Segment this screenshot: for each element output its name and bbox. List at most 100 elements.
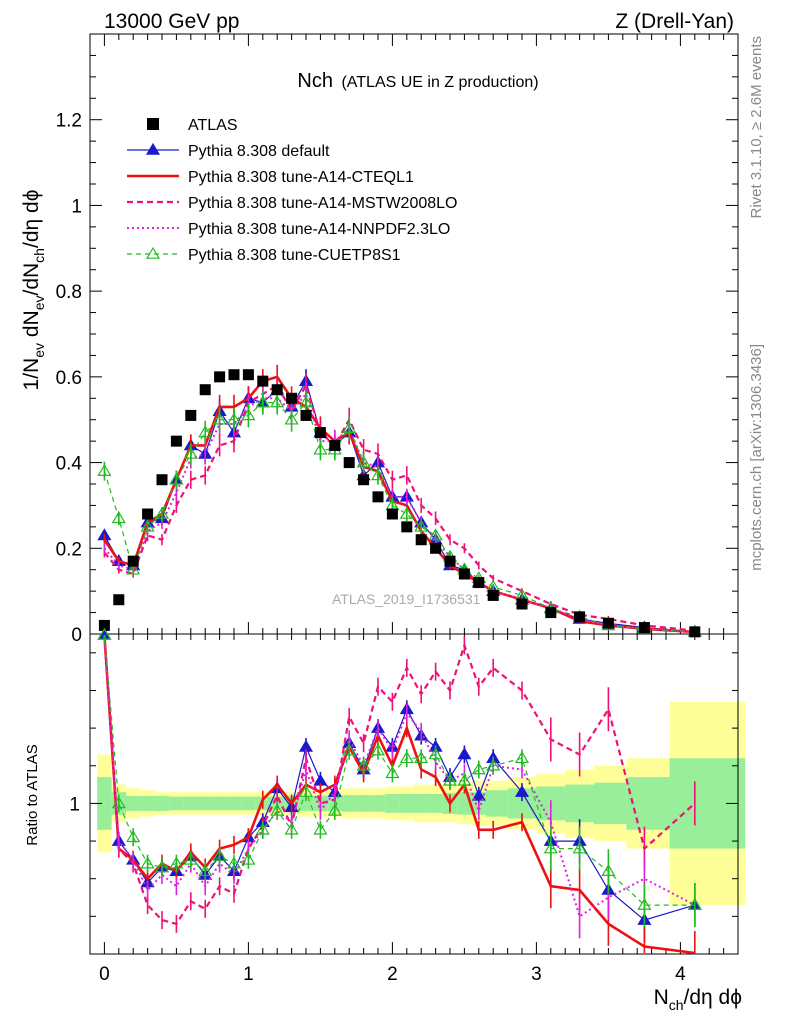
ratio-point-pythia-8-308-tune-cuetp8s1 — [154, 860, 170, 873]
ratio-band-green — [370, 795, 386, 812]
point-atlas — [271, 384, 283, 396]
y-tick-label: 0.8 — [56, 282, 82, 303]
point-pythia-8-308-tune-cuetp8s1 — [414, 519, 429, 532]
point-atlas — [156, 474, 168, 486]
point-atlas — [574, 611, 586, 623]
point-pythia-8-308-tune-cuetp8s1 — [255, 395, 270, 408]
ratio-point-pythia-8-308-tune-cuetp8s1 — [442, 773, 458, 786]
ratio-point-pythia-8-308-tune-cuetp8s1 — [284, 822, 299, 835]
point-atlas — [444, 555, 456, 567]
ratio-point-pythia-8-308-tune-cuetp8s1 — [126, 830, 141, 843]
point-atlas — [545, 607, 557, 619]
ratio-point-pythia-8-308-tune-cuetp8s1 — [428, 747, 443, 760]
x-tick-label: 4 — [675, 964, 686, 985]
point-pythia-8-308-tune-cuetp8s1 — [226, 412, 242, 425]
point-atlas — [386, 508, 398, 520]
point-atlas — [372, 491, 384, 503]
ratio-point-pythia-8-308-tune-cuetp8s1 — [198, 863, 213, 876]
ratio-point-pythia-8-308-default — [514, 784, 530, 797]
plot-title-main: Nch — [297, 70, 333, 92]
ratio-point-pythia-8-308-tune-cuetp8s1 — [687, 897, 702, 910]
x-axis-label: Nch/dη dϕ — [654, 986, 742, 1013]
legend-label: Pythia 8.308 tune-A14-CTEQL1 — [188, 169, 414, 186]
point-atlas — [127, 555, 139, 567]
legend-label: ATLAS — [188, 117, 238, 134]
ratio-point-pythia-8-308-tune-cuetp8s1 — [471, 762, 486, 775]
ratio-point-pythia-8-308-tune-cuetp8s1 — [486, 758, 501, 771]
ratio-band-green — [241, 796, 256, 811]
ratio-band-green — [414, 794, 429, 813]
ratio-point-pythia-8-308-tune-cuetp8s1 — [385, 766, 400, 779]
ratio-band-green — [226, 796, 242, 811]
legend-label: Pythia 8.308 tune-A14-MSTW2008LO — [188, 195, 457, 212]
point-atlas — [329, 439, 341, 451]
y-tick-label: 0.4 — [56, 454, 83, 475]
legend-label: Pythia 8.308 tune-A14-NNPDF2.3LO — [188, 221, 450, 238]
point-atlas — [286, 392, 298, 404]
ratio-band-green — [399, 794, 414, 813]
ratio-y-axis-label: Ratio to ATLAS — [24, 744, 41, 845]
ratio-tick-label: 1 — [69, 794, 80, 815]
side-label-rivet: Rivet 3.1.10, ≥ 2.6M events — [748, 36, 765, 219]
ratio-point-pythia-8-308-tune-cuetp8s1 — [342, 743, 357, 756]
point-pythia-8-308-tune-cuetp8s1 — [111, 511, 126, 524]
point-atlas — [358, 474, 370, 486]
point-pythia-8-308-tune-cuetp8s1 — [169, 472, 184, 485]
ratio-band-green — [154, 795, 170, 811]
point-atlas — [214, 371, 226, 383]
ratio-band-green — [565, 784, 594, 823]
point-pythia-8-308-tune-cuetp8s1 — [428, 528, 443, 541]
point-atlas — [343, 457, 355, 469]
ratio-point-pythia-8-308-tune-cuetp8s1 — [169, 856, 184, 869]
y-label-part: /dN — [20, 263, 43, 296]
x-tick-label: 0 — [99, 964, 110, 985]
ratio-point-pythia-8-308-default — [457, 747, 472, 760]
ratio-band-green — [342, 795, 357, 812]
ratio-point-pythia-8-308-tune-cuetp8s1 — [414, 751, 429, 764]
ratio-point-pythia-8-308-tune-cuetp8s1 — [97, 627, 112, 640]
analysis-watermark: ATLAS_2019_I1736531 — [332, 591, 481, 607]
point-atlas — [113, 594, 125, 606]
y-axis-label: 1/Nev dNev/dNch/dη dϕ — [20, 190, 47, 391]
ratio-point-pythia-8-308-tune-cuetp8s1 — [241, 852, 256, 865]
ratio-band-green — [356, 795, 371, 812]
ratio-band-green — [594, 782, 627, 825]
ratio-band-green — [385, 794, 400, 813]
ratio-line-pythia-8-308-tune-a14-nnpdf2-3lo — [103, 634, 696, 918]
point-pythia-8-308-tune-cuetp8s1 — [198, 425, 213, 438]
point-pythia-8-308-tune-cuetp8s1 — [370, 468, 386, 481]
point-atlas — [689, 626, 701, 638]
point-pythia-8-308-tune-cuetp8s1 — [298, 395, 314, 408]
ratio-point-pythia-8-308-tune-cuetp8s1 — [212, 848, 227, 861]
ratio-line-pythia-8-308-tune-cuetp8s1 — [103, 634, 695, 906]
ratio-band-green — [428, 794, 443, 813]
ratio-point-pythia-8-308-tune-cuetp8s1 — [111, 796, 126, 809]
ratio-point-pythia-8-308-tune-cuetp8s1 — [543, 841, 558, 854]
point-atlas — [185, 409, 197, 421]
point-atlas — [602, 617, 614, 629]
ratio-point-pythia-8-308-tune-cuetp8s1 — [514, 751, 530, 764]
ratio-band-green — [486, 790, 508, 817]
point-atlas — [430, 542, 442, 554]
point-atlas — [473, 577, 485, 589]
ratio-point-pythia-8-308-tune-cuetp8s1 — [399, 751, 414, 764]
plot-title-sub: (ATLAS UE in Z production) — [341, 74, 538, 91]
point-pythia-8-308-tune-cuetp8s1 — [284, 412, 299, 425]
point-atlas — [458, 568, 470, 580]
ratio-point-pythia-8-308-tune-cuetp8s1 — [601, 863, 616, 876]
ratio-plot-frame — [89, 633, 739, 955]
ratio-band-green — [126, 795, 141, 811]
point-atlas — [242, 369, 254, 381]
x-label-main: N — [654, 986, 669, 1009]
ratio-band-green — [140, 795, 155, 811]
point-pythia-8-308-tune-cuetp8s1 — [313, 442, 328, 455]
axis-ticks: 0 0.2 0.4 0.6 0.8 1 1.2 1 0 1 2 3 4 — [56, 34, 739, 985]
legend-label: Pythia 8.308 default — [188, 143, 330, 160]
y-tick-label: 0.2 — [56, 539, 82, 560]
point-pythia-8-308-tune-cuetp8s1 — [212, 412, 227, 425]
x-tick-label: 3 — [531, 964, 542, 985]
ratio-point-pythia-8-308-default — [471, 788, 486, 801]
x-tick-label: 2 — [387, 964, 398, 985]
point-pythia-8-308-tune-cuetp8s1 — [342, 421, 357, 434]
line-pythia-8-308-tune-a14-mstw2008lo — [103, 382, 695, 632]
